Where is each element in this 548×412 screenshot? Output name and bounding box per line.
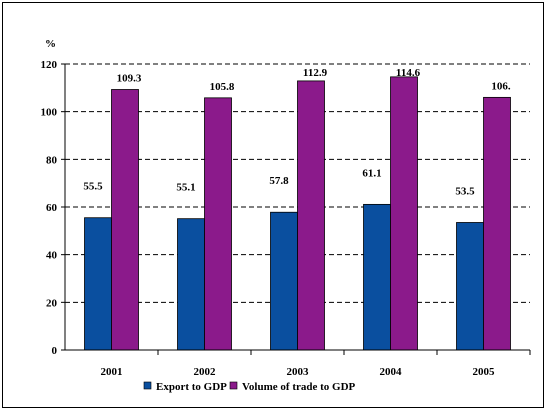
x-tick-label: 2001	[101, 366, 123, 378]
bar-trade-volume	[390, 76, 418, 351]
bar-trade-volume	[483, 96, 511, 351]
bar-export	[177, 218, 205, 351]
x-tick-label: 2004	[380, 366, 403, 378]
data-label: 55.1	[176, 182, 195, 194]
data-labels: 55.5 109.3 55.1 105.8 57.8 112.9 61.1 114.6 53.5…	[83, 67, 511, 197]
legend: Export to GDP Volume of trade to GDP	[143, 381, 356, 393]
y-tick-label: 0	[52, 345, 58, 357]
bar-trade-volume	[204, 97, 232, 351]
bar-export	[456, 222, 484, 351]
bars	[84, 76, 511, 351]
data-label: 105.8	[210, 81, 235, 93]
legend-swatch	[229, 381, 238, 390]
data-label: 53.5	[455, 185, 475, 197]
bar-export	[270, 211, 298, 351]
x-tick-label: 2003	[287, 366, 310, 378]
y-tick-label: 120	[41, 59, 58, 71]
y-tick-label: 20	[46, 297, 58, 309]
bar-export	[84, 217, 112, 351]
data-label: 55.5	[83, 181, 103, 193]
y-axis-unit-label: %	[45, 38, 56, 50]
data-label: 61.1	[362, 167, 381, 179]
legend-label: Export to GDP	[156, 381, 227, 393]
bar-export	[363, 203, 391, 351]
axes: 0 20 40 60 80 100 120 2001 2002 2003 2004 2005	[41, 59, 531, 378]
chart-frame: % 55.5 109.3 55.1 105.8 57.8 112.9 61.1 114.6 53…	[2, 2, 544, 408]
legend-swatch	[143, 381, 152, 390]
data-label: 114.6	[396, 67, 421, 79]
data-label: 109.3	[117, 73, 142, 85]
bar-trade-volume	[111, 89, 139, 351]
y-tick-label: 80	[46, 154, 58, 166]
bar-chart: % 55.5 109.3 55.1 105.8 57.8 112.9 61.1 114.6 53…	[41, 38, 531, 393]
y-tick-label: 100	[41, 107, 58, 119]
data-label: 57.8	[269, 175, 289, 187]
legend-label: Volume of trade to GDP	[242, 381, 356, 393]
data-label: 112.9	[303, 67, 328, 79]
y-tick-label: 40	[46, 250, 58, 262]
x-tick-label: 2002	[194, 366, 217, 378]
x-tick-label: 2005	[473, 366, 496, 378]
y-tick-label: 60	[46, 202, 58, 214]
bar-trade-volume	[297, 80, 325, 351]
data-label: 106.	[491, 80, 511, 92]
